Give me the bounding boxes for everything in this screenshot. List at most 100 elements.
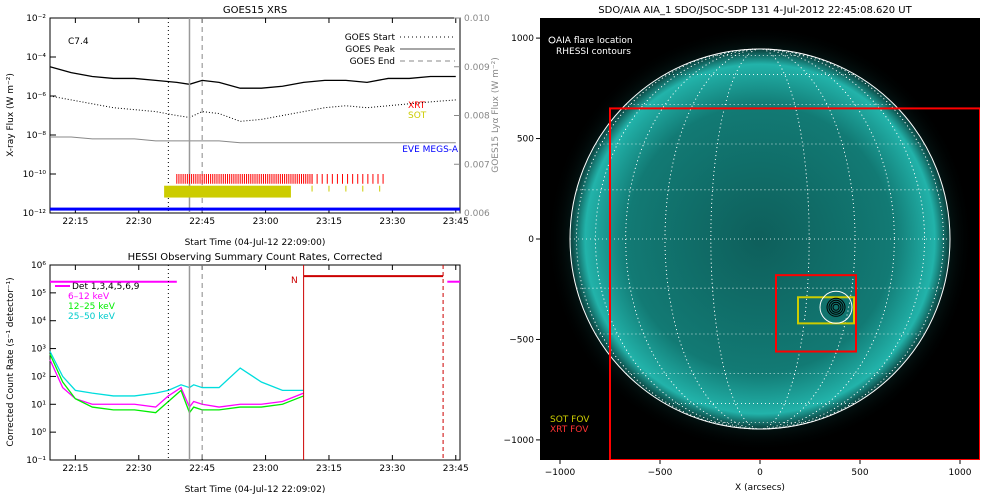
hessi-legend: Det 1,3,4,5,6,9 6–12 keV 12–25 keV 25–50… xyxy=(55,282,140,322)
hessi-x-tick-label: 22:15 xyxy=(62,464,88,474)
goes-y-tick-label: 10⁻⁴ xyxy=(26,53,46,63)
goes-eve-label: EVE MEGS-A xyxy=(402,145,459,155)
goes-x-tick-label: 22:15 xyxy=(62,217,88,227)
aia-x-tick-label: 0 xyxy=(757,468,763,478)
grid-longitude-line xyxy=(664,48,856,430)
aia-x-tick-labels: −1000 −500 0 500 1000 xyxy=(545,460,972,478)
goes-xrt-label: XRT xyxy=(408,101,426,111)
hessi-y-tick-label: 10¹ xyxy=(31,400,46,410)
aia-panel: SDO/AIA AIA_1 SDO/JSOC-SDP 131 4-Jul-201… xyxy=(504,5,980,493)
goes-legend-start: GOES Start xyxy=(345,33,396,43)
goes-x-tick-label: 23:30 xyxy=(379,217,405,227)
hessi-legend-6-12: 6–12 keV xyxy=(68,292,110,302)
goes-series-short xyxy=(49,95,456,122)
goes-x-tick-label: 22:45 xyxy=(189,217,215,227)
aia-y-tick-labels: −1000 −500 0 500 1000 xyxy=(504,34,540,446)
hessi-legend-12-25: 12–25 keV xyxy=(68,302,116,312)
goes-legend-peak: GOES Peak xyxy=(345,45,395,55)
xrt-fov-small-box xyxy=(775,274,857,353)
hessi-x-tick-label: 23:15 xyxy=(316,464,342,474)
hessi-x-tick-label: 22:45 xyxy=(189,464,215,474)
hessi-x-tick-label: 23:45 xyxy=(443,464,469,474)
hessi-y-tick-label: 10⁻¹ xyxy=(26,456,46,466)
sot-observation-bar xyxy=(164,185,291,198)
fov-boxes xyxy=(609,107,980,460)
aia-legend-xrt: XRT FOV xyxy=(550,425,589,435)
grid-longitude-line xyxy=(595,48,925,430)
hessi-series-1 xyxy=(49,353,304,414)
goes-y-right-tick-labels: 0.006 0.007 0.008 0.009 0.010 xyxy=(454,14,490,219)
sot-fov-box xyxy=(797,296,855,325)
hessi-y-tick-label: 10⁶ xyxy=(31,261,46,271)
hessi-y-tick-label: 10² xyxy=(31,372,46,382)
aia-x-tick-label: −500 xyxy=(648,468,673,478)
grid-longitude-line xyxy=(625,48,895,430)
hessi-y-tick-label: 10³ xyxy=(31,345,46,355)
aia-legend-flare: AIA flare location xyxy=(556,36,633,46)
aia-flare-location-circle xyxy=(819,290,853,324)
aia-x-tick-label: −1000 xyxy=(545,468,576,478)
aia-title: SDO/AIA AIA_1 SDO/JSOC-SDP 131 4-Jul-201… xyxy=(598,5,912,16)
hessi-ylabel: Corrected Count Rate (s⁻¹ detector⁻¹) xyxy=(6,277,16,446)
goes-legend: GOES Start GOES Peak GOES End xyxy=(345,33,455,67)
aia-x-tick-label: 1000 xyxy=(949,468,972,478)
hessi-frame xyxy=(49,264,461,461)
hessi-legend-25-50: 25–50 keV xyxy=(68,312,116,322)
aia-xlabel: X (arcsecs) xyxy=(735,483,785,493)
goes-x-tick-label: 22:30 xyxy=(126,217,152,227)
hessi-y-tick-labels: 10⁻¹ 10⁰ 10¹ 10² 10³ 10⁴ 10⁵ 10⁶ xyxy=(26,261,56,466)
aia-y-tick-label: 500 xyxy=(517,135,534,145)
hessi-x-tick-label: 22:30 xyxy=(126,464,152,474)
eve-observation-bar xyxy=(50,207,460,211)
goes-panel: GOES15 XRS C7.4 GOES Start GOES Peak GOE… xyxy=(6,5,501,248)
aia-y-tick-label: 1000 xyxy=(511,34,534,44)
goes-y-tick-label: 10⁻² xyxy=(26,14,46,24)
aia-y-tick-label: −500 xyxy=(509,335,534,345)
aia-x-tick-label: 500 xyxy=(851,468,868,478)
heliographic-grid xyxy=(570,48,950,430)
aia-legend-sot: SOT FOV xyxy=(550,415,590,425)
hessi-x-tick-label: 23:30 xyxy=(379,464,405,474)
hessi-y-tick-label: 10⁵ xyxy=(31,289,46,299)
goes-series-long xyxy=(49,66,456,89)
hessi-x-tick-label: 23:00 xyxy=(253,464,279,474)
goes-y-right-tick-label: 0.007 xyxy=(464,160,490,170)
hessi-title: HESSI Observing Summary Count Rates, Cor… xyxy=(128,252,383,263)
rhessi-contour xyxy=(826,297,846,317)
rhessi-contour xyxy=(830,301,842,313)
hessi-y-tick-label: 10⁴ xyxy=(31,317,46,327)
hessi-xlabel: Start Time (04-Jul-12 22:09:02) xyxy=(185,485,326,495)
hessi-x-tick-labels: 22:15 22:30 22:45 23:00 23:15 23:30 23:45 xyxy=(62,265,469,474)
goes-y-right-tick-label: 0.006 xyxy=(464,209,490,219)
xrt-fov-large-box xyxy=(609,107,980,460)
goes-legend-end: GOES End xyxy=(350,57,395,67)
goes-sot-label: SOT xyxy=(408,111,427,121)
aia-legend-rhessi: RHESSI contours xyxy=(556,47,631,57)
hessi-night-marker: N xyxy=(291,276,298,286)
goes-ylabel-left: X-ray Flux (W m⁻²) xyxy=(6,73,16,157)
goes-y-tick-label: 10⁻¹⁰ xyxy=(23,170,47,180)
aia-y-tick-label: 0 xyxy=(528,235,534,245)
goes-y-right-tick-label: 0.008 xyxy=(464,112,490,122)
goes-x-tick-label: 23:45 xyxy=(443,217,469,227)
goes-xlabel: Start Time (04-Jul-12 22:09:00) xyxy=(185,238,326,248)
hessi-legend-det: Det 1,3,4,5,6,9 xyxy=(72,282,140,292)
goes-y-right-tick-label: 0.009 xyxy=(464,63,490,73)
goes-y-tick-label: 10⁻⁶ xyxy=(26,92,46,102)
goes-x-tick-label: 23:15 xyxy=(316,217,342,227)
goes-series-lya xyxy=(50,136,456,144)
rhessi-contour xyxy=(832,303,840,311)
goes-y-tick-label: 10⁻¹² xyxy=(23,209,47,219)
hessi-y-tick-label: 10⁰ xyxy=(31,428,46,438)
goes-y-right-tick-label: 0.010 xyxy=(464,14,490,24)
rhessi-contour xyxy=(828,299,844,315)
hessi-series-0 xyxy=(49,359,304,409)
goes-flare-class: C7.4 xyxy=(68,37,89,47)
goes-y-tick-labels: 10⁻¹² 10⁻¹⁰ 10⁻⁸ 10⁻⁶ 10⁻⁴ 10⁻² xyxy=(23,14,56,219)
aia-y-tick-label: −1000 xyxy=(504,436,535,446)
goes-instrument-bars xyxy=(50,174,460,211)
hessi-series-group xyxy=(49,265,460,460)
goes-title: GOES15 XRS xyxy=(223,5,287,16)
goes-y-tick-label: 10⁻⁸ xyxy=(26,131,46,141)
hessi-series-2 xyxy=(49,351,304,397)
